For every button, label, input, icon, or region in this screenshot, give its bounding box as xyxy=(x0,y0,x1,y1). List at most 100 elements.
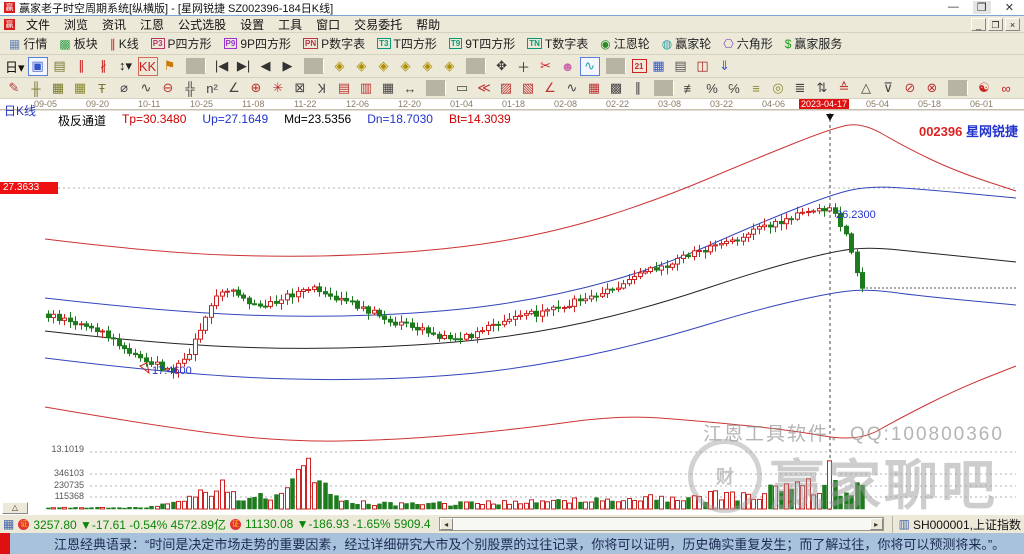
scroll-track[interactable] xyxy=(453,518,870,530)
hexagon-button[interactable]: ⎔ 六角形 xyxy=(718,33,778,54)
menu-file[interactable]: 文件 xyxy=(26,17,51,32)
menu-gann[interactable]: 江恩 xyxy=(140,17,165,32)
p-table-button[interactable]: PN P数字表 xyxy=(298,33,370,54)
flag-button[interactable]: ⚑ xyxy=(163,58,176,73)
calculator-button[interactable]: ▦ xyxy=(652,58,665,73)
infinity-tool[interactable]: ∞ xyxy=(1001,80,1011,96)
wave-tool[interactable]: ∿ xyxy=(566,80,578,95)
golden-lines-tool[interactable]: ≡ xyxy=(752,80,760,96)
scroll-right-arrow[interactable]: ▸ xyxy=(869,518,883,530)
chart-layout-button[interactable]: ▣ xyxy=(27,56,48,76)
p-square-button[interactable]: P3 P四方形 xyxy=(146,33,217,54)
menu-settings[interactable]: 设置 xyxy=(240,17,265,32)
grid-tool[interactable]: ▦ xyxy=(381,80,395,95)
shade-box-tool[interactable]: ▧ xyxy=(521,80,535,95)
menu-news[interactable]: 资讯 xyxy=(102,17,127,32)
pan-hand-button[interactable]: ✥ xyxy=(496,58,507,73)
candle-style-button[interactable]: ↕▾ xyxy=(119,58,133,73)
kline-button[interactable]: ∥ K线 xyxy=(105,33,144,54)
export-button[interactable]: ⇓ xyxy=(719,58,730,73)
box-x-tool[interactable]: ⊠ xyxy=(294,80,306,95)
9p-square-button[interactable]: P9 9P四方形 xyxy=(219,33,296,54)
parallel-lines-tool[interactable]: ∥ xyxy=(634,80,642,95)
menu-trade[interactable]: 交易委托 xyxy=(354,17,403,32)
yinyang-tool[interactable]: ☯ xyxy=(978,80,990,95)
t-table-button[interactable]: TN T数字表 xyxy=(522,33,593,54)
pencil-tool[interactable]: ✎ xyxy=(8,80,20,95)
hatch-tool[interactable]: ╫ xyxy=(31,80,41,96)
scroll-right-button[interactable]: ◈ xyxy=(356,58,367,73)
updown-tool[interactable]: ⇅ xyxy=(816,80,828,95)
n-square-tool[interactable]: n² xyxy=(206,80,218,96)
board-info-button[interactable]: ▤ xyxy=(53,58,66,73)
minimize-button[interactable]: — xyxy=(947,1,959,13)
circle-arc-tool[interactable]: ⊖ xyxy=(162,80,174,95)
grid-shade-tool[interactable]: ▨ xyxy=(499,80,513,95)
shrink-v-button[interactable]: ◈ xyxy=(444,58,455,73)
mdi-restore-button[interactable]: ❐ xyxy=(988,18,1003,31)
balance-tool[interactable]: ≙ xyxy=(838,80,850,95)
mdi-minimize-button[interactable]: _ xyxy=(971,18,986,31)
menu-browse[interactable]: 浏览 xyxy=(64,17,89,32)
mask-button[interactable]: ☻ xyxy=(560,58,575,74)
crosshair-button[interactable]: ＋ xyxy=(517,59,531,75)
expand-v-button[interactable]: ◈ xyxy=(422,58,433,73)
cross-tool[interactable]: ⊗ xyxy=(926,80,938,95)
f-line-tool[interactable]: Ŧ xyxy=(98,80,106,96)
period-label[interactable]: 日K线 xyxy=(4,104,37,118)
restore-button[interactable]: ❐ xyxy=(972,1,991,14)
period-selector-button[interactable]: 日▾ xyxy=(5,59,25,75)
box-grid-tool[interactable]: ▩ xyxy=(609,80,623,95)
red-grid-tool[interactable]: ▦ xyxy=(587,80,601,95)
close-button[interactable]: ✕ xyxy=(1004,2,1014,14)
grid-icon[interactable]: ▦ xyxy=(3,517,15,531)
percent-lines-tool[interactable]: ℅ xyxy=(728,80,740,96)
price-grid-tool[interactable]: ▥ xyxy=(359,80,373,95)
pyramid-tool[interactable]: △ xyxy=(861,80,871,95)
first-page-button[interactable]: |◀ xyxy=(214,58,229,73)
pane-toggle-button[interactable]: △ xyxy=(2,502,28,514)
menu-tools[interactable]: 工具 xyxy=(278,17,303,32)
mirror-tool[interactable]: ⊽ xyxy=(883,80,893,95)
gann-square9-tool[interactable]: ▦ xyxy=(73,80,87,95)
mdi-close-button[interactable]: × xyxy=(1005,18,1020,31)
sectors-button[interactable]: ▩ 板块 xyxy=(54,33,102,54)
horizontal-scrollbar[interactable]: ◂ ▸ xyxy=(438,517,884,531)
burst-tool[interactable]: ✳ xyxy=(272,80,284,95)
bars-chart2-button[interactable]: ∦ xyxy=(100,58,107,73)
cut-segment-button[interactable]: ✂ xyxy=(540,58,551,73)
levels-tool[interactable]: ≣ xyxy=(794,80,806,95)
hatch2-tool[interactable]: ╬ xyxy=(185,80,195,96)
time-grid-tool[interactable]: ▤ xyxy=(337,80,351,95)
kline-chart-canvas[interactable] xyxy=(0,99,1024,514)
ratio-bars-tool[interactable]: ≢ xyxy=(683,80,697,96)
slash-tool[interactable]: ⊘ xyxy=(904,80,916,95)
golden-circle-tool[interactable]: ◎ xyxy=(772,80,784,95)
menu-help[interactable]: 帮助 xyxy=(416,17,441,32)
9t-square-button[interactable]: T9 9T四方形 xyxy=(444,33,520,54)
menu-formula-picker[interactable]: 公式选股 xyxy=(178,17,227,32)
winner-service-button[interactable]: $ 赢家服务 xyxy=(780,33,848,54)
save-button[interactable]: ◫ xyxy=(696,58,709,73)
percent-tool[interactable]: % xyxy=(706,80,718,96)
quotes-button[interactable]: ▦ 行情 xyxy=(4,33,52,54)
winner-wheel-button[interactable]: ◍ 赢家轮 xyxy=(657,33,717,54)
box-select-tool[interactable]: ▭ xyxy=(455,80,469,95)
lines-panel-button[interactable]: ∿ xyxy=(579,56,600,76)
gann-wheel-button[interactable]: ◉ 江恩轮 xyxy=(595,33,655,54)
prev-button[interactable]: ◀ xyxy=(260,58,271,73)
target-tool[interactable]: ⊕ xyxy=(250,80,262,95)
s-curve-tool[interactable]: ∿ xyxy=(140,80,152,95)
bars-chart-button[interactable]: ∥ xyxy=(78,58,85,73)
k-mark-tool[interactable]: Ʞ xyxy=(317,81,327,96)
current-index-label[interactable]: SH000001,上证指数 xyxy=(912,517,1021,532)
expand-h-button[interactable]: ◈ xyxy=(378,58,389,73)
scroll-left-arrow[interactable]: ◂ xyxy=(439,518,453,530)
spiral-tool[interactable]: ⌀ xyxy=(120,80,128,95)
rays-tool[interactable]: ≪ xyxy=(477,80,491,95)
shrink-h-button[interactable]: ◈ xyxy=(400,58,411,73)
notes-button[interactable]: ▤ xyxy=(674,58,687,73)
calendar-button[interactable]: 21 xyxy=(631,59,647,73)
last-page-button[interactable]: ▶| xyxy=(236,58,251,73)
next-button[interactable]: ▶ xyxy=(282,58,293,73)
